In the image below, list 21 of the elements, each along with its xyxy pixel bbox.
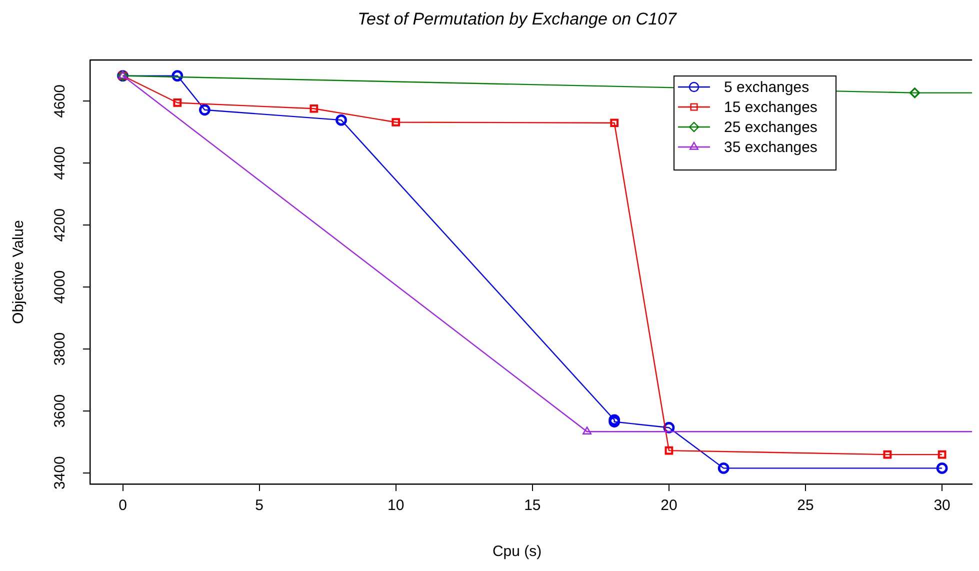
x-tick-label: 20 [660, 497, 678, 514]
y-tick-label: 4400 [51, 146, 68, 180]
y-tick-label: 4200 [51, 208, 68, 242]
y-tick-label: 3800 [51, 332, 68, 366]
y-tick-label: 4600 [51, 84, 68, 118]
legend-label: 35 exchanges [724, 139, 818, 156]
chart-title: Test of Permutation by Exchange on C107 [358, 10, 677, 29]
legend-label: 25 exchanges [724, 119, 818, 136]
x-tick-label: 15 [524, 497, 541, 514]
x-tick-label: 30 [934, 497, 950, 514]
x-tick-label: 5 [255, 497, 264, 514]
legend-label: 5 exchanges [724, 79, 810, 96]
legend-label: 15 exchanges [724, 99, 818, 116]
y-tick-label: 4000 [51, 270, 68, 304]
x-tick-label: 0 [118, 497, 127, 514]
y-tick-label: 3600 [51, 394, 68, 428]
x-axis-title: Cpu (s) [492, 543, 542, 560]
x-tick-label: 25 [797, 497, 814, 514]
y-axis-title: Objective Value [10, 220, 28, 324]
y-tick-label: 3400 [51, 456, 68, 490]
x-tick-label: 10 [388, 497, 404, 514]
